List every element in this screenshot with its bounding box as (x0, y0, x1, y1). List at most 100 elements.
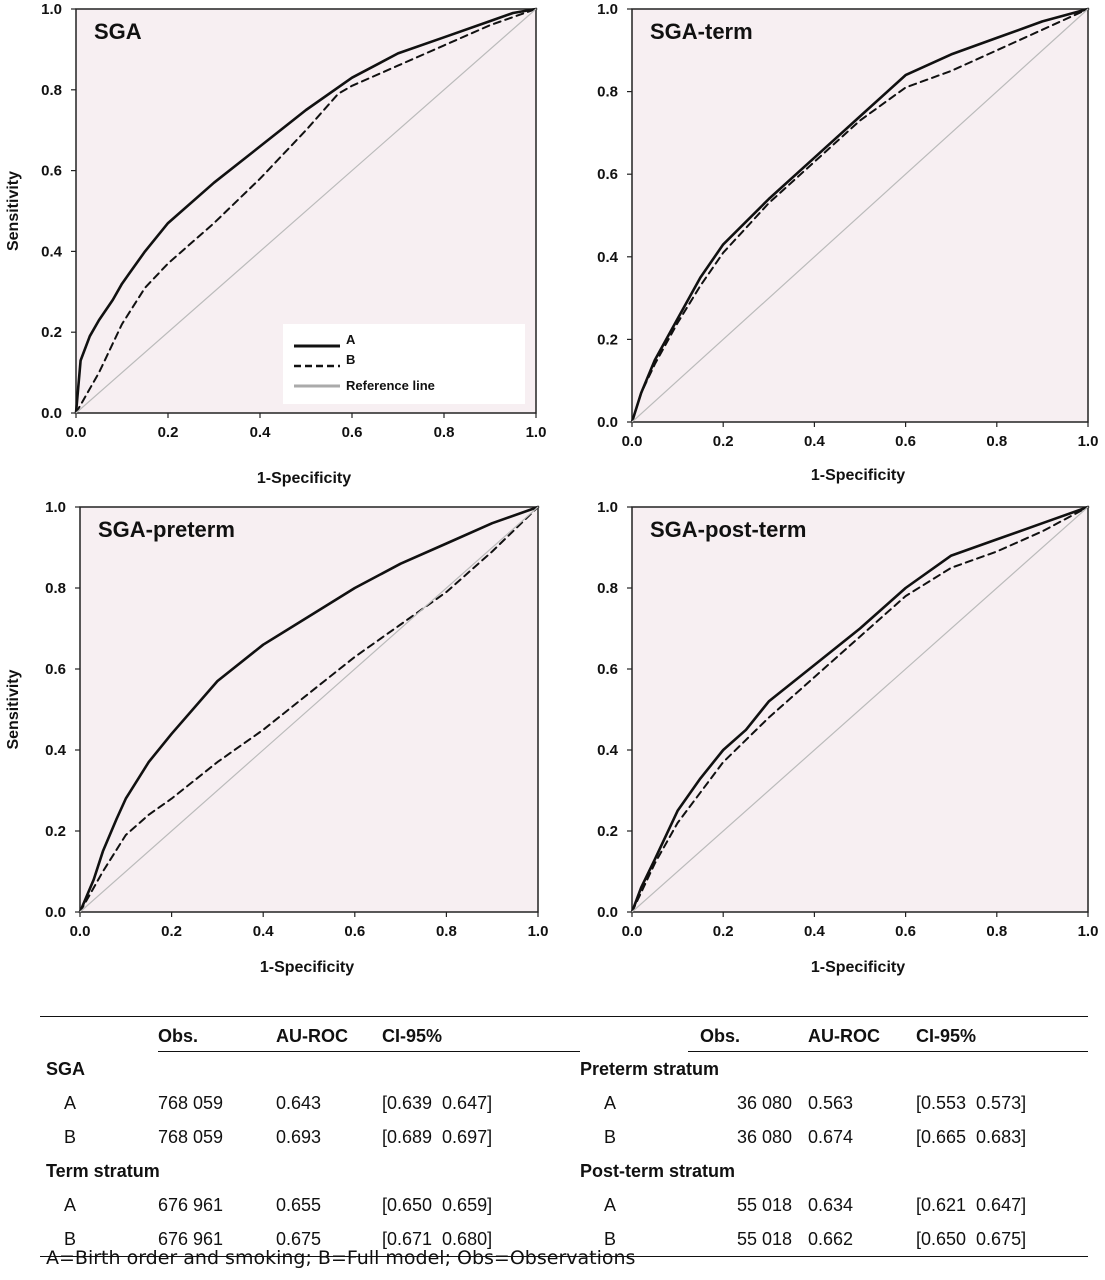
auroc-cell: 0.643 (276, 1093, 322, 1113)
x-tick-label: 1.0 (526, 424, 547, 441)
y-tick-label: 0.0 (597, 904, 618, 921)
y-tick-label: 0.8 (41, 82, 62, 99)
roc-panel-2: 0.0 0.2 0.4 0.6 0.8 1.0 0.0 0.2 0.4 0.6 0.8 1.0 SGA-… (597, 1, 1098, 484)
group-row: SGA Preterm stratum (40, 1052, 1088, 1087)
panel-title: SGA-preterm (98, 517, 235, 542)
y-tick-label: 0.2 (41, 324, 62, 341)
y-tick-label: 0.4 (597, 249, 619, 266)
legend-label: B (346, 352, 355, 367)
group-label-postterm: Post-term stratum (580, 1161, 736, 1181)
series-line-dashed (79, 506, 539, 913)
table-row: B 676 961 0.675 [0.671 0.680] B 55 018 0… (40, 1222, 1088, 1257)
auroc-cell: 0.634 (808, 1195, 854, 1215)
x-tick-label: 0.2 (161, 923, 182, 940)
group-label-term: Term stratum (46, 1161, 160, 1181)
y-tick-label: 0.0 (41, 405, 62, 422)
ci-cell: [0.671 0.680] (382, 1229, 493, 1249)
x-tick-label: 0.0 (70, 923, 91, 940)
y-tick-label: 0.4 (597, 742, 619, 759)
series-line-solid (78, 505, 540, 914)
ci-cell: [0.639 0.647] (382, 1093, 493, 1113)
y-tick-label: 0.2 (597, 331, 618, 348)
roc-charts: 0.0 0.2 0.4 0.6 0.8 1.0 0.0 0.2 0.4 0.6 0.8 1.0 SGA 1… (5, 1, 1098, 976)
auroc-header: AU-ROC (276, 1021, 382, 1052)
roc-panel-3: 0.0 0.2 0.4 0.6 0.8 1.0 0.0 0.2 0.4 0.6 0.8 1.0 SGA-… (5, 499, 548, 976)
obs-cell: 36 080 (736, 1093, 792, 1113)
series-line-reference (75, 8, 537, 414)
y-tick-label: 0.8 (45, 580, 66, 597)
roc-panel-4: 0.0 0.2 0.4 0.6 0.8 1.0 0.0 0.2 0.4 0.6 0.8 1.0 SGA-… (597, 499, 1098, 976)
x-tick-label: 1.0 (1078, 923, 1099, 940)
obs-cell: 676 961 (158, 1229, 224, 1249)
x-tick-label: 0.6 (344, 923, 365, 940)
x-tick-label: 0.6 (342, 424, 363, 441)
series-line-solid (630, 7, 1090, 424)
y-tick-label: 1.0 (41, 1, 62, 18)
ci-cell: [0.650 0.675] (916, 1229, 1027, 1249)
auroc-summary-table: Obs. AU-ROC CI-95% Obs. AU-ROC CI-95% SG… (40, 1016, 1088, 1259)
roc-panel-1: 0.0 0.2 0.4 0.6 0.8 1.0 0.0 0.2 0.4 0.6 0.8 1.0 SGA 1… (5, 1, 546, 487)
ci-header-right: CI-95% (916, 1021, 1088, 1052)
y-tick-label: 0.6 (597, 166, 618, 183)
x-tick-label: 0.4 (804, 923, 826, 940)
auroc-cell: 0.674 (808, 1127, 854, 1147)
x-tick-label: 0.8 (986, 433, 1007, 450)
x-tick-label: 0.8 (434, 424, 455, 441)
y-tick-label: 1.0 (45, 499, 66, 516)
group-row: Term stratum Post-term stratum (40, 1154, 1088, 1188)
series-line-dashed (631, 8, 1089, 423)
x-tick-label: 0.0 (622, 923, 643, 940)
y-tick-label: 0.6 (41, 163, 62, 180)
ci-cell: [0.689 0.697] (382, 1127, 493, 1147)
model-cell: B (604, 1229, 617, 1249)
x-tick-label: 1.0 (1078, 433, 1099, 450)
x-tick-label: 0.0 (66, 424, 87, 441)
table-footnote: A=Birth order and smoking; B=Full model;… (46, 1247, 636, 1269)
x-tick-label: 0.6 (895, 923, 916, 940)
obs-cell: 36 080 (736, 1127, 792, 1147)
model-cell: A (64, 1093, 77, 1113)
obs-cell: 768 059 (158, 1127, 224, 1147)
obs-cell: 768 059 (158, 1093, 224, 1113)
table-header-row: Obs. AU-ROC CI-95% Obs. AU-ROC CI-95% (40, 1021, 1088, 1052)
series-line-solid (74, 7, 538, 415)
model-cell: B (64, 1127, 77, 1147)
series-line-reference (631, 8, 1089, 423)
legend-label: Reference line (346, 378, 435, 393)
y-tick-label: 0.6 (45, 661, 66, 678)
ci-cell: [0.650 0.659] (382, 1195, 493, 1215)
x-axis-title: 1-Specificity (811, 959, 905, 976)
x-tick-label: 1.0 (528, 923, 549, 940)
obs-header: Obs. (158, 1021, 276, 1052)
obs-header-right: Obs. (688, 1021, 808, 1052)
y-tick-label: 1.0 (597, 1, 618, 18)
y-tick-label: 0.0 (45, 904, 66, 921)
model-cell: B (64, 1229, 77, 1249)
ci-cell: [0.553 0.573] (916, 1093, 1027, 1113)
obs-cell: 55 018 (736, 1229, 792, 1249)
ci-cell: [0.621 0.647] (916, 1195, 1027, 1215)
legend-box (283, 324, 525, 404)
series-line-solid (630, 505, 1090, 914)
series-line-dashed (631, 506, 1089, 913)
series-line-dashed (75, 8, 537, 414)
x-tick-label: 0.4 (250, 424, 272, 441)
model-cell: A (604, 1195, 617, 1215)
x-tick-label: 0.6 (895, 433, 916, 450)
group-label-sga: SGA (46, 1058, 86, 1079)
auroc-cell: 0.662 (808, 1229, 854, 1249)
x-tick-label: 0.8 (436, 923, 457, 940)
x-tick-label: 0.2 (713, 433, 734, 450)
series-line-reference (631, 506, 1089, 913)
legend: AB Reference line (283, 324, 525, 404)
auroc-cell: 0.563 (808, 1093, 854, 1113)
auroc-header-right: AU-ROC (808, 1021, 916, 1052)
y-tick-label: 0.2 (45, 823, 66, 840)
auroc-cell: 0.693 (276, 1127, 322, 1147)
x-tick-label: 0.0 (622, 433, 643, 450)
y-tick-label: 0.8 (597, 580, 618, 597)
x-tick-label: 0.8 (986, 923, 1007, 940)
x-tick-label: 0.4 (253, 923, 275, 940)
y-tick-label: 0.0 (597, 414, 618, 431)
auroc-cell: 0.655 (276, 1195, 322, 1215)
